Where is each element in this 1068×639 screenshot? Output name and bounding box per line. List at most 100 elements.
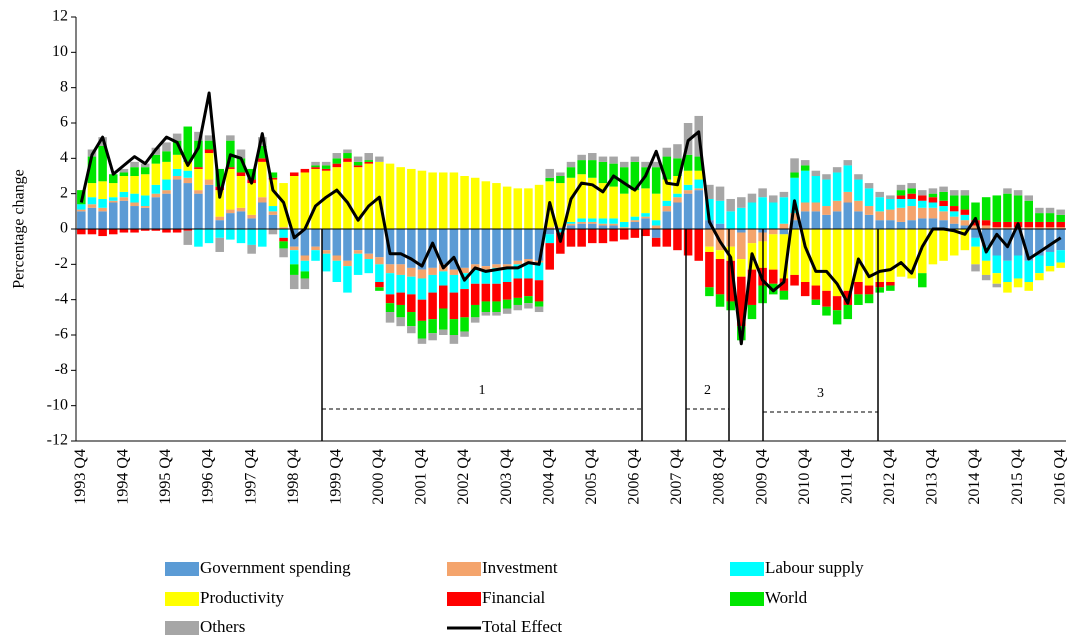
bar-segment [353,161,363,166]
bar-segment [577,221,586,224]
bar-segment [417,338,427,344]
bar-segment [481,181,491,229]
bar-segment [769,202,778,229]
bar-segment [77,204,86,210]
bar-segment [598,225,608,229]
x-tick-label: 1997 Q4 [242,449,259,505]
x-tick-label: 2001 Q4 [413,449,430,505]
bar-segment [800,202,810,212]
bar-segment [1035,273,1044,281]
bar-segment [556,227,565,229]
bar-segment [215,168,224,187]
bar-segment [375,161,384,229]
bar-segment [854,200,863,212]
bar-segment [226,229,235,240]
bar-segment [385,303,395,313]
bar-segment [151,154,161,164]
bar-segment [460,267,469,274]
bar-segment [172,133,182,141]
bar-segment [492,264,501,268]
bar-segment [215,216,224,221]
bar-segment [130,161,139,168]
bar-segment [896,184,906,191]
bar-segment [98,145,107,182]
bar-segment [439,271,448,286]
bar-segment [289,264,299,275]
bar-segment [737,276,746,327]
bar-segment [588,223,597,229]
bar-segment [737,229,746,233]
bar-segment [556,172,565,176]
bar-segment [651,193,661,221]
bar-segment [673,197,682,203]
bar-segment [194,229,203,247]
bar-segment [183,183,193,229]
bar-segment [651,220,661,226]
x-tick-label: 2002 Q4 [455,449,472,505]
bar-segment [428,267,437,275]
bar-segment [726,246,735,261]
bar-segment [439,172,448,229]
bar-segment [971,229,980,238]
bar-segment [896,198,906,208]
bar-segment [694,229,703,261]
bar-segment [258,229,267,247]
y-tick-label: -4 [55,290,68,307]
bar-segment [109,200,118,203]
bar-segment [1035,213,1044,222]
bar-segment [864,188,874,207]
bar-segment [396,167,405,229]
legend-label: Government spending [200,558,351,577]
bar-segment [843,165,853,192]
bar-segment [343,260,352,267]
bar-segment [289,172,299,176]
bar-segment [321,170,331,229]
bar-segment [928,193,938,198]
x-tick-label: 2012 Q4 [881,449,898,505]
bar-segment [705,251,714,288]
bar-segment [140,174,150,196]
y-tick-label: -8 [55,361,68,378]
bar-segment [343,149,352,154]
bar-segment [992,273,1002,284]
bar-segment [832,310,842,325]
bar-segment [715,259,725,295]
bar-segment [662,147,672,157]
bar-segment [726,198,735,212]
bar-segment [630,221,640,229]
bar-segment [811,170,821,176]
bar-segment [981,225,991,229]
bar-segment [790,274,799,286]
x-tick-label: 2007 Q4 [668,449,685,505]
bar-segment [630,156,640,162]
bar-segment [204,229,214,244]
bar-segment [949,223,959,229]
bar-segment [811,285,821,300]
bar-segment [651,161,661,168]
bar-segment [183,177,193,184]
y-tick-label: 4 [60,149,68,166]
bar-segment [524,188,533,229]
bar-segment [492,229,501,265]
bar-segment [151,163,161,185]
bar-segment [811,211,821,229]
bar-segment [715,200,725,224]
bar-segment [204,179,214,185]
bar-segment [747,269,757,305]
bar-segment [1013,255,1023,279]
bar-segment [928,229,938,265]
bar-segment [928,197,938,203]
bar-segment [109,197,118,201]
y-tick-label: 0 [60,220,68,237]
bar-segment [939,191,948,201]
bar-segment [492,283,501,302]
bar-segment [683,184,693,191]
bar-segment [1045,207,1055,214]
bar-segment [300,168,310,173]
bar-segment [194,140,203,168]
x-tick-label: 1994 Q4 [115,449,132,505]
bar-segment [981,274,991,281]
bar-segment [1003,193,1012,222]
bar-segment [971,202,980,221]
x-tick-label: 1996 Q4 [200,449,217,505]
